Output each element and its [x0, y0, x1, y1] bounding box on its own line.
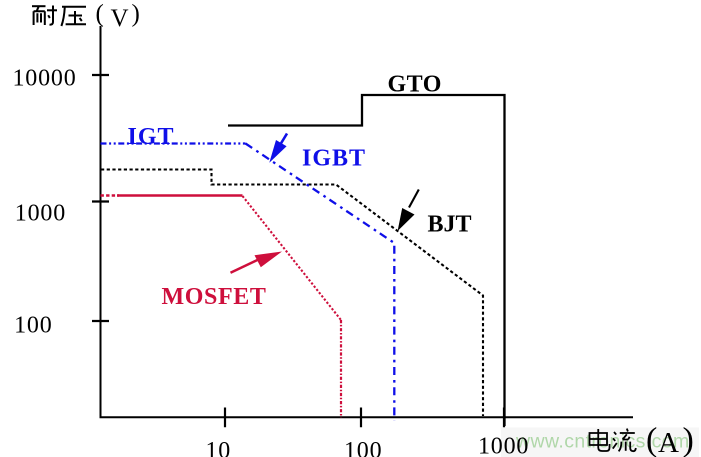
svg-text:10000: 10000 — [13, 66, 77, 92]
svg-text:IGBT: IGBT — [302, 146, 366, 172]
svg-text:V: V — [111, 5, 129, 32]
svg-text:): ) — [683, 422, 694, 457]
svg-text:): ) — [132, 1, 140, 28]
svg-text:www.cntronics.com: www.cntronics.com — [515, 431, 690, 453]
svg-text:10: 10 — [206, 438, 232, 457]
svg-text:GTO: GTO — [388, 72, 442, 98]
svg-text:(: ( — [646, 422, 657, 457]
svg-text:(: ( — [96, 1, 104, 28]
svg-text:1000: 1000 — [15, 201, 66, 227]
svg-text:100: 100 — [14, 313, 52, 339]
svg-text:1000: 1000 — [478, 434, 529, 457]
svg-text:MOSFET: MOSFET — [162, 284, 267, 310]
svg-text:IGT: IGT — [128, 124, 175, 150]
svg-text:BJT: BJT — [428, 212, 472, 238]
svg-text:100: 100 — [344, 438, 382, 457]
svg-text:A: A — [658, 427, 679, 457]
